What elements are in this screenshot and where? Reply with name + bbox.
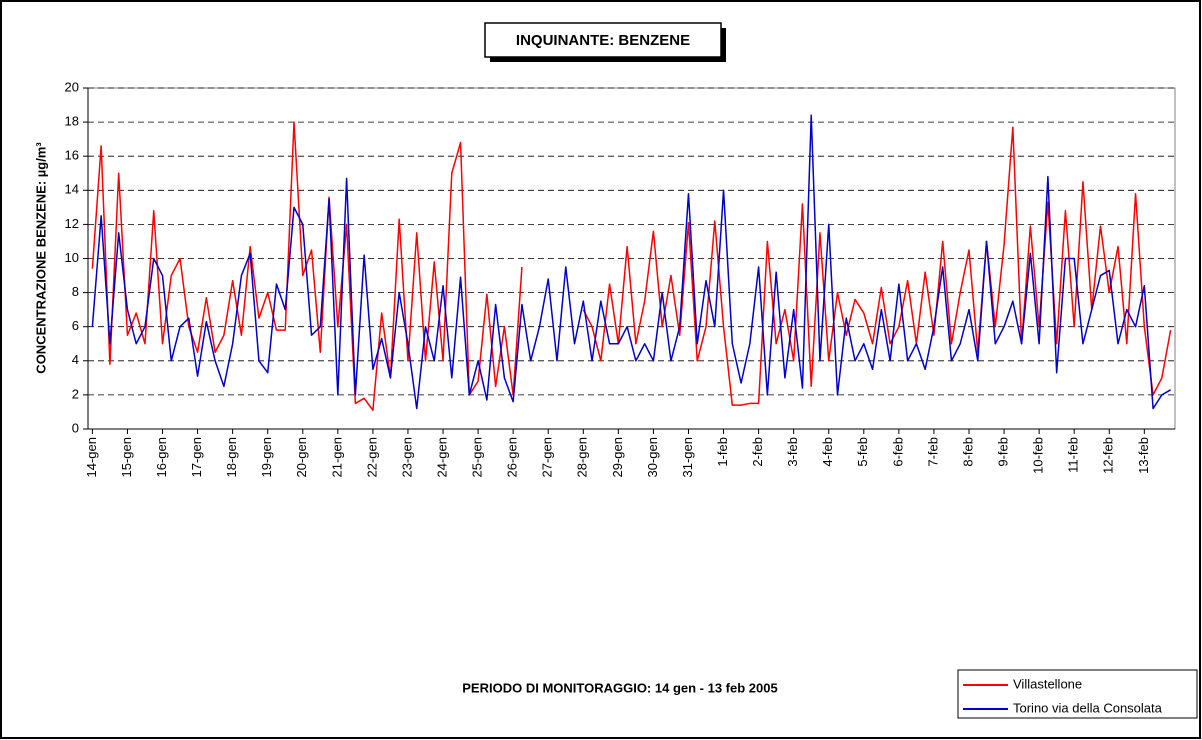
x-tick-label: 2-feb xyxy=(750,437,765,467)
series-line xyxy=(91,121,1172,411)
x-tick-label: 1-feb xyxy=(715,437,730,467)
title-box xyxy=(484,22,722,58)
x-tick-label: 20-gen xyxy=(294,437,309,477)
x-tick-label: 18-gen xyxy=(224,437,239,477)
y-tick-label: 10 xyxy=(65,250,79,265)
x-tick-label: 17-gen xyxy=(189,437,204,477)
series-line xyxy=(91,114,1171,410)
legend-label: Villastellone xyxy=(1013,676,1082,691)
y-tick-label: 6 xyxy=(72,318,79,333)
x-tick-label: 28-gen xyxy=(575,437,590,477)
x-tick-label: 8-feb xyxy=(960,437,975,467)
x-tick-label: 16-gen xyxy=(154,437,169,477)
x-tick-label: 27-gen xyxy=(540,437,555,477)
y-tick-label: 8 xyxy=(72,284,79,299)
x-tick-label: 7-feb xyxy=(925,437,940,467)
x-tick-label: 19-gen xyxy=(259,437,274,477)
x-tick-label: 10-feb xyxy=(1031,437,1046,474)
x-tick-label: 3-feb xyxy=(785,437,800,467)
x-tick-label: 6-feb xyxy=(890,437,905,467)
x-tick-label: 22-gen xyxy=(364,437,379,477)
x-tick-label: 4-feb xyxy=(820,437,835,467)
x-tick-label: 25-gen xyxy=(470,437,485,477)
x-tick-label: 23-gen xyxy=(399,437,414,477)
x-tick-label: 14-gen xyxy=(84,437,99,477)
chart-title: INQUINANTE: BENZENE xyxy=(516,32,690,49)
x-tick-label: 9-feb xyxy=(995,437,1010,467)
y-tick-label: 2 xyxy=(72,386,79,401)
x-tick-label: 15-gen xyxy=(119,437,134,477)
x-axis-title: PERIODO DI MONITORAGGIO: 14 gen - 13 feb… xyxy=(462,680,777,695)
y-tick-label: 0 xyxy=(72,420,79,435)
x-tick-label: 11-feb xyxy=(1066,437,1081,473)
y-tick-label: 20 xyxy=(65,79,79,94)
y-tick-label: 12 xyxy=(65,216,79,231)
legend-label: Torino via della Consolata xyxy=(1013,700,1163,715)
x-tick-label: 13-feb xyxy=(1136,437,1151,474)
x-tick-label: 21-gen xyxy=(329,437,344,477)
y-tick-label: 4 xyxy=(72,352,79,367)
x-tick-label: 24-gen xyxy=(434,437,449,477)
y-axis-title: CONCENTRAZIONE BENZENE: µg/m³ xyxy=(33,142,48,374)
y-tick-label: 16 xyxy=(65,148,79,163)
x-tick-label: 30-gen xyxy=(645,437,660,477)
x-tick-label: 31-gen xyxy=(680,437,695,477)
x-tick-label: 12-feb xyxy=(1101,437,1116,474)
x-tick-label: 26-gen xyxy=(505,437,520,477)
y-tick-label: 14 xyxy=(65,182,79,197)
y-tick-label: 18 xyxy=(65,114,79,129)
x-tick-label: 5-feb xyxy=(855,437,870,467)
x-tick-label: 29-gen xyxy=(610,437,625,477)
